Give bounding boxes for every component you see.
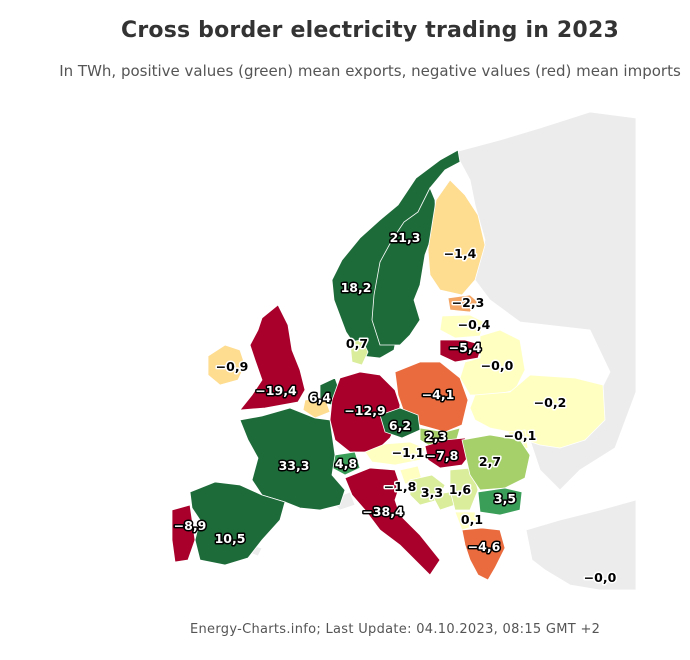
country-ie[interactable] <box>207 344 246 386</box>
value-label-pl: −4,1 <box>422 387 455 402</box>
value-label-es: 10,5 <box>215 531 246 546</box>
country-ro[interactable] <box>461 434 531 491</box>
value-label-bg: 3,5 <box>494 491 516 506</box>
country-be[interactable] <box>302 397 331 419</box>
value-label-se: 18,2 <box>341 280 372 295</box>
footer-source: Energy-Charts.info; Last Update: 04.10.2… <box>190 622 601 637</box>
value-label-nl: 6,4 <box>309 390 331 405</box>
value-label-cz: 6,2 <box>389 418 411 433</box>
value-label-sk: 2,3 <box>425 429 447 444</box>
value-label-ee: −2,3 <box>452 295 485 310</box>
value-label-md: −0,1 <box>504 428 537 443</box>
chart-subtitle: In TWh, positive values (green) mean exp… <box>59 62 681 80</box>
value-label-no: 21,3 <box>390 230 421 245</box>
value-label-mk: 0,1 <box>461 512 483 527</box>
value-label-de: −12,9 <box>344 403 385 418</box>
country-gr[interactable] <box>461 527 506 581</box>
value-label-tr: −0,0 <box>584 570 617 585</box>
country-fi[interactable] <box>427 179 486 296</box>
value-label-ua: −0,2 <box>534 395 567 410</box>
value-label-pt: −8,9 <box>174 518 207 533</box>
value-label-lv: −0,4 <box>458 317 491 332</box>
chart-title: Cross border electricity trading in 2023 <box>121 18 619 43</box>
value-label-lt: −5,4 <box>449 340 482 355</box>
value-label-it: −38,4 <box>362 504 404 519</box>
value-label-hr: 3,3 <box>421 485 443 500</box>
country-pt[interactable] <box>171 504 196 563</box>
value-label-rs: 1,6 <box>449 482 471 497</box>
value-label-dk: 0,7 <box>346 336 368 351</box>
value-label-ch: 4,8 <box>335 456 357 471</box>
non-data-land <box>525 499 637 591</box>
value-label-gb: −19,4 <box>255 383 297 398</box>
value-label-si: −1,8 <box>384 479 417 494</box>
value-label-hu: −7,8 <box>426 448 459 463</box>
country-ua[interactable] <box>469 374 606 449</box>
value-label-by: −0,0 <box>481 358 514 373</box>
country-it[interactable] <box>344 467 441 576</box>
country-dk[interactable] <box>349 339 369 366</box>
country-es[interactable] <box>189 481 286 566</box>
country-bg[interactable] <box>477 487 523 516</box>
value-label-ie: −0,9 <box>216 359 249 374</box>
value-label-fr: 33,3 <box>279 458 310 473</box>
value-label-at: −1,1 <box>392 445 425 460</box>
country-ee[interactable] <box>447 294 479 313</box>
value-label-gr: −4,6 <box>468 539 501 554</box>
country-fr[interactable] <box>239 407 346 511</box>
country-gb[interactable] <box>239 304 306 411</box>
value-label-fi: −1,4 <box>444 246 477 261</box>
value-label-ro: 2,7 <box>479 454 501 469</box>
country-at[interactable] <box>364 441 426 466</box>
country-mk[interactable] <box>454 511 479 531</box>
country-lt[interactable] <box>439 339 483 363</box>
